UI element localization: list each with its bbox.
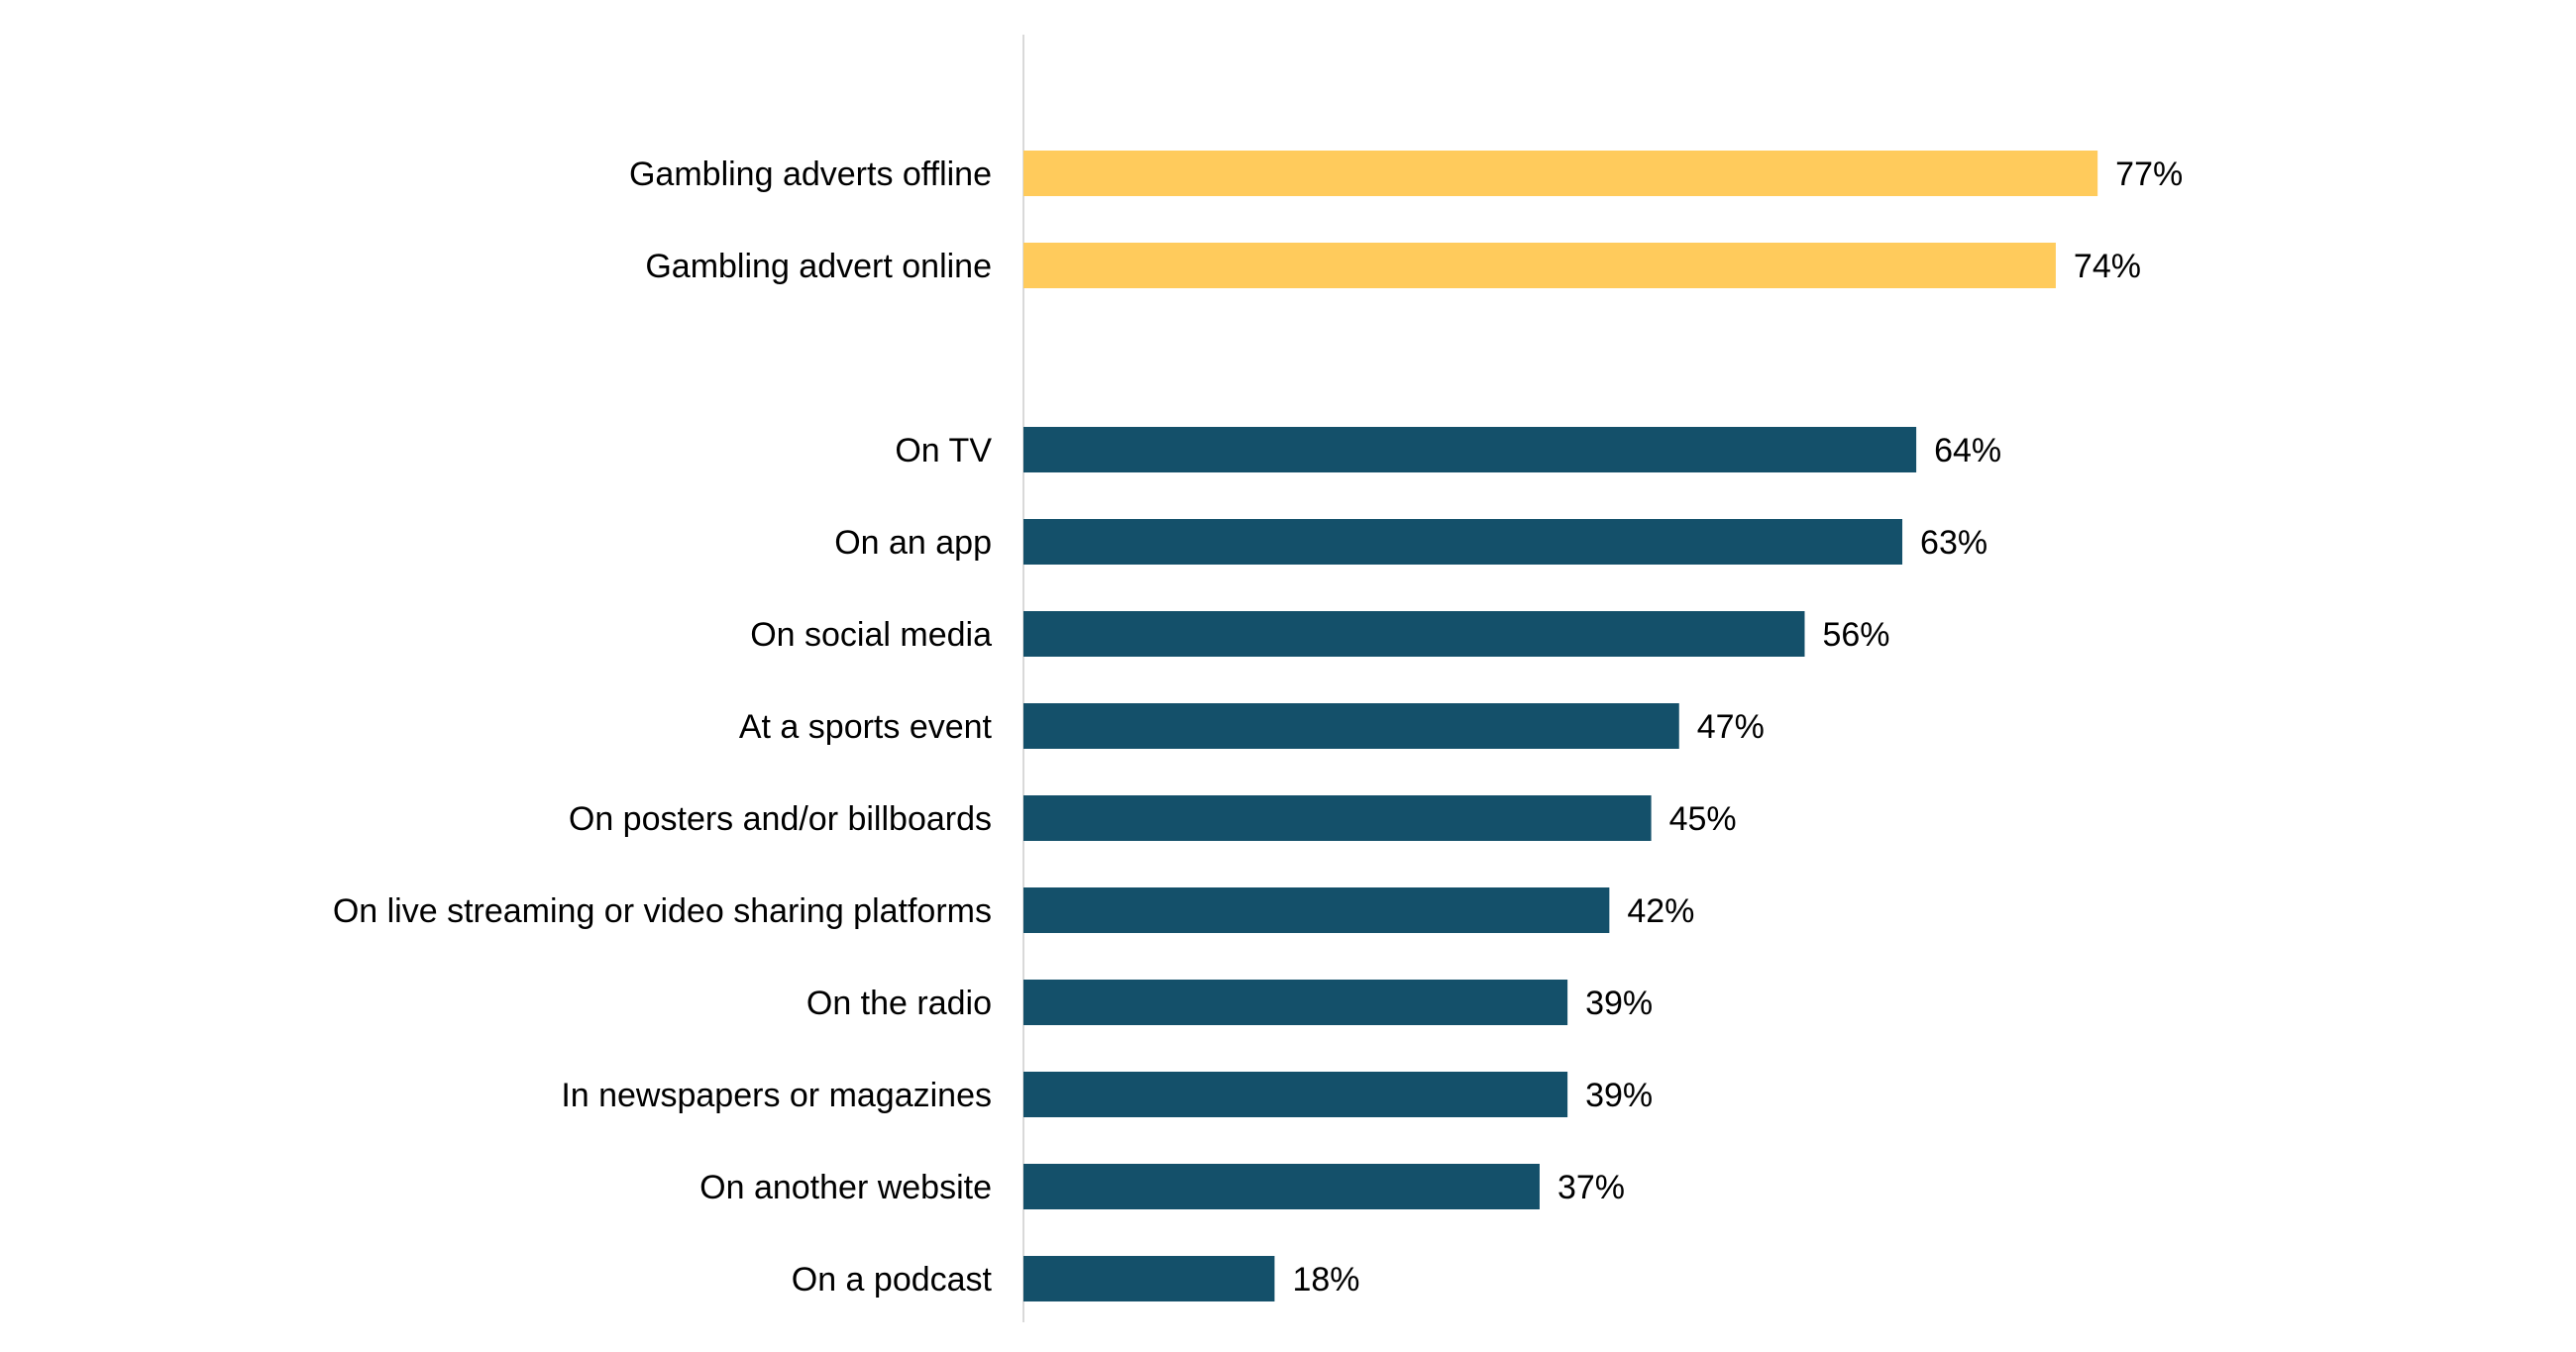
bar-0 (1023, 151, 2098, 196)
category-label-4: On social media (750, 616, 992, 654)
value-label-11: 18% (1292, 1261, 1359, 1299)
category-label-6: On posters and/or billboards (569, 800, 992, 838)
bar-6 (1023, 795, 1652, 841)
bar-8 (1023, 980, 1568, 1025)
value-label-10: 37% (1557, 1169, 1625, 1206)
category-label-11: On a podcast (792, 1261, 993, 1299)
category-label-9: In newspapers or magazines (561, 1077, 992, 1114)
value-label-7: 42% (1627, 892, 1694, 930)
category-label-2: On TV (895, 432, 992, 469)
bar-3 (1023, 519, 1903, 565)
value-label-2: 64% (1934, 432, 2001, 469)
category-label-10: On another website (699, 1169, 992, 1206)
value-label-1: 74% (2074, 248, 2141, 285)
bar-2 (1023, 427, 1917, 472)
value-label-5: 47% (1697, 708, 1765, 746)
category-label-5: At a sports event (739, 708, 993, 746)
bar-9 (1023, 1072, 1568, 1117)
value-labels: 77% 74% 64% 63% 56% 47% 45% 42% 39% 39% 37% 18% (1292, 156, 2183, 1299)
category-labels: Gambling adverts offline Gambling advert … (333, 156, 993, 1299)
category-label-7: On live streaming or video sharing platf… (333, 892, 992, 930)
category-label-3: On an app (834, 524, 992, 562)
value-label-3: 63% (1920, 524, 1987, 562)
value-label-0: 77% (2115, 156, 2183, 193)
bar-4 (1023, 611, 1805, 657)
category-label-8: On the radio (806, 985, 992, 1022)
value-label-8: 39% (1585, 985, 1653, 1022)
bar-1 (1023, 243, 2056, 288)
value-label-4: 56% (1822, 616, 1889, 654)
bar-11 (1023, 1256, 1275, 1301)
bar-10 (1023, 1164, 1540, 1209)
category-label-1: Gambling advert online (645, 248, 992, 285)
category-label-0: Gambling adverts offline (629, 156, 992, 193)
value-label-6: 45% (1669, 800, 1737, 838)
bars-layer (1023, 151, 2098, 1301)
bar-5 (1023, 703, 1679, 749)
value-label-9: 39% (1585, 1077, 1653, 1114)
bar-7 (1023, 887, 1610, 933)
